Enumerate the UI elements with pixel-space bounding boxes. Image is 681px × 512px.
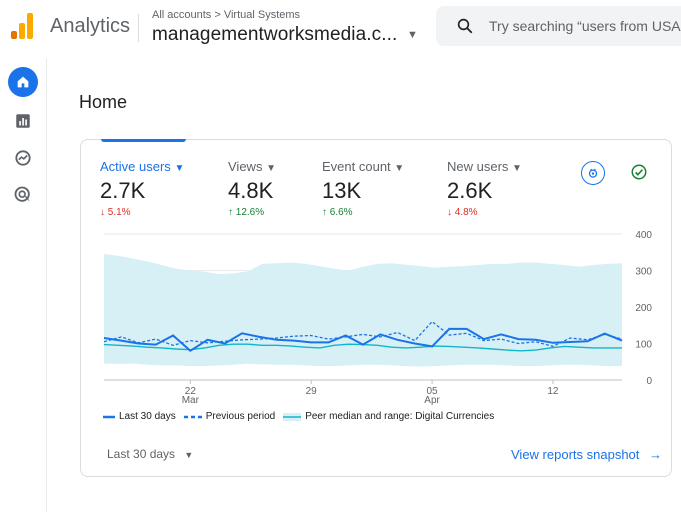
last-30-days-line xyxy=(103,327,623,353)
arrow-down-icon: ↓ xyxy=(447,207,452,218)
x-tick-label: 22 xyxy=(185,386,197,397)
nav-home-icon[interactable] xyxy=(8,67,38,97)
search-icon xyxy=(457,18,473,34)
page-title: Home xyxy=(79,92,128,112)
chart-legend: Last 30 days Previous period Peer median… xyxy=(103,411,502,422)
top-bar: Analytics All accounts > Virtual Systems… xyxy=(0,0,681,58)
metric-label: Active users xyxy=(100,159,171,174)
caret-down-icon: ▼ xyxy=(394,163,405,174)
y-tick-label: 0 xyxy=(646,376,652,387)
arrow-up-icon: ↑ xyxy=(228,207,233,218)
legend-label: Previous period xyxy=(205,411,276,422)
metric-new-users[interactable]: New users ▼ 2.6K ↓ 4.8% xyxy=(447,159,522,218)
breadcrumb[interactable]: All accounts > Virtual Systems xyxy=(152,9,301,21)
arrow-down-icon: ↓ xyxy=(100,207,105,218)
legend-item-last-30: Last 30 days xyxy=(103,411,176,422)
metric-event-count[interactable]: Event count ▼ 13K ↑ 6.6% xyxy=(322,159,404,218)
y-tick-label: 100 xyxy=(635,340,652,351)
legend-dashed-line-icon xyxy=(183,415,202,418)
metric-value: 13K xyxy=(322,178,362,203)
metric-value: 2.7K xyxy=(100,178,146,203)
y-tick-label: 200 xyxy=(635,303,652,314)
header-divider xyxy=(138,14,139,42)
legend-band-icon xyxy=(283,412,302,421)
view-reports-snapshot-link[interactable]: View reports snapshot → xyxy=(511,447,662,462)
metric-label: Event count xyxy=(322,159,391,174)
metric-views[interactable]: Views ▼ 4.8K ↑ 12.6% xyxy=(228,159,276,218)
nav-reports-icon[interactable] xyxy=(6,104,40,138)
y-tick-label: 300 xyxy=(635,267,652,278)
metric-label: Views xyxy=(228,159,263,174)
link-label: View reports snapshot xyxy=(511,447,640,462)
left-nav xyxy=(0,58,47,512)
legend-item-peer: Peer median and range: Digital Currencie… xyxy=(283,411,494,422)
analytics-logo-icon[interactable] xyxy=(11,13,35,39)
caret-down-icon: ▼ xyxy=(266,163,276,174)
x-tick-label: 05 xyxy=(427,386,439,397)
search-input[interactable]: Try searching “users from USA xyxy=(489,18,681,34)
caret-down-icon[interactable]: ▼ xyxy=(407,29,418,41)
x-tick-label: 29 xyxy=(306,386,318,397)
x-tick-sublabel: Apr xyxy=(424,395,440,406)
search-bar[interactable]: Try searching “users from USA xyxy=(436,6,681,46)
check-circle-icon[interactable] xyxy=(628,161,650,183)
date-range-selector[interactable]: Last 30 days ▼ xyxy=(107,447,193,461)
legend-label: Last 30 days xyxy=(119,411,176,422)
caret-down-icon: ▼ xyxy=(174,163,185,174)
account-selector[interactable]: managementworksmedia.c... xyxy=(152,24,398,45)
metric-value: 2.6K xyxy=(447,178,493,203)
caret-down-icon: ▼ xyxy=(512,163,522,174)
arrow-right-icon: → xyxy=(649,447,663,462)
legend-solid-line-icon xyxy=(103,415,115,418)
legend-item-previous: Previous period xyxy=(183,411,276,422)
y-tick-label: 400 xyxy=(635,230,652,241)
app-name: Analytics xyxy=(50,15,131,37)
metric-value: 4.8K xyxy=(228,178,274,203)
metric-change: 4.8% xyxy=(454,207,478,218)
previous-period-line xyxy=(103,320,623,348)
x-tick-sublabel: Mar xyxy=(182,395,200,406)
caret-down-icon: ▼ xyxy=(184,450,194,460)
date-range-label: Last 30 days xyxy=(107,447,176,461)
active-metric-indicator xyxy=(101,139,186,142)
metric-change: 6.6% xyxy=(329,207,353,218)
nav-advertising-icon[interactable] xyxy=(6,178,40,212)
arrow-up-icon: ↑ xyxy=(322,207,327,218)
legend-label: Peer median and range: Digital Currencie… xyxy=(305,411,495,422)
metric-label: New users xyxy=(447,159,509,174)
x-tick-label: 12 xyxy=(547,386,559,397)
nav-explore-icon[interactable] xyxy=(6,141,40,175)
metric-active-users[interactable]: Active users ▼ 2.7K ↓ 5.1% xyxy=(100,159,184,218)
metric-change: 5.1% xyxy=(107,207,131,218)
metric-change: 12.6% xyxy=(235,207,265,218)
insights-icon[interactable] xyxy=(581,161,605,185)
